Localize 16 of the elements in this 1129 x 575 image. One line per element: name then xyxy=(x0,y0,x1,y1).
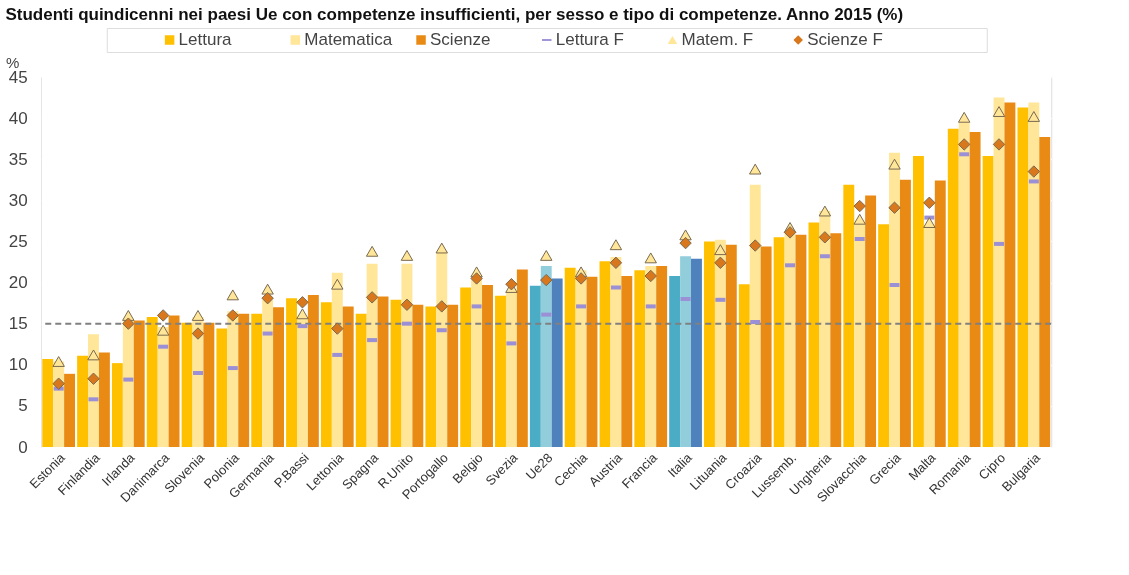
y-tick-label: 30 xyxy=(8,190,28,210)
y-tick-label: 15 xyxy=(8,314,28,334)
legend-label: Lettura xyxy=(178,30,233,49)
legend-label: Matem. F xyxy=(681,30,754,49)
legend-label: Lettura F xyxy=(555,30,624,49)
y-tick-label: 20 xyxy=(8,273,28,293)
y-tick-label: 0 xyxy=(18,437,28,457)
chart-title: Studenti quindicenni nei paesi Ue con competenze insufficienti, per sesso e tipo di competenze. Anno 2015 (%) xyxy=(5,4,904,24)
legend-label: Scienze xyxy=(430,30,491,49)
y-tick-label: 10 xyxy=(8,355,28,375)
legend-label: Scienze F xyxy=(807,30,883,49)
y-tick-label: 5 xyxy=(18,396,28,416)
y-tick-label: 25 xyxy=(8,231,28,251)
y-tick-label: 35 xyxy=(8,149,28,169)
y-tick-label: 40 xyxy=(8,108,28,128)
legend-label: Matematica xyxy=(304,30,393,49)
